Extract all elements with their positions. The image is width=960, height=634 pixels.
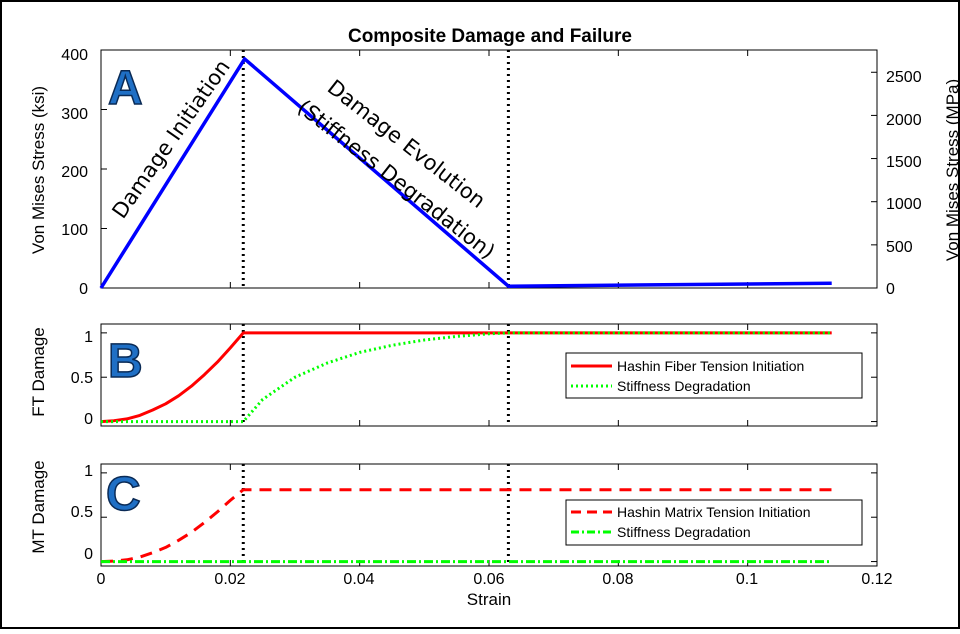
panel-a-ytick-right: 1000 (886, 196, 922, 213)
panel-a-axes (100, 49, 878, 289)
panel-a-lines (99, 50, 832, 289)
figure-title: Composite Damage and Failure (348, 26, 632, 47)
panel-c-ylabel: MT Damage (29, 460, 48, 553)
panel-c-ytick: 0 (84, 546, 93, 563)
panel-a-letter: A (108, 62, 143, 115)
panel-a-ytick-left: 100 (61, 222, 88, 239)
series-line-stiffness-degradation (101, 331, 832, 424)
panel-a-ytick-right: 2500 (886, 69, 922, 86)
panel-c-legend-label: Stiffness Degradation (617, 524, 751, 540)
x-tick: 0.06 (473, 571, 504, 588)
panel-c-legend-label: Hashin Matrix Tension Initiation (617, 504, 811, 520)
panel-a-ytick-left: 400 (61, 47, 88, 64)
panel-b-ylabel: FT Damage (29, 327, 48, 416)
series-line-stress (99, 57, 832, 289)
panel-b-legend-label: Hashin Fiber Tension Initiation (617, 358, 804, 374)
series-line-hashin-fiber-tension-initiation (100, 331, 832, 424)
panel-a-ytick-right: 1500 (886, 154, 922, 171)
x-tick: 0 (97, 571, 106, 588)
panel-c-legend-box (565, 499, 863, 546)
panel-b-ytick: 1 (84, 329, 93, 346)
series-line-hashin-matrix-tension-initiation (100, 488, 832, 564)
panel-b-letter: B (108, 335, 143, 388)
x-tick: 0.04 (343, 571, 374, 588)
panel-c-letter: C (106, 468, 141, 521)
x-axis-label: Strain (467, 590, 511, 609)
panel-c: 0 0.5 1 MT Damage C Hashin Matrix Tensio… (29, 460, 893, 609)
panel-b-ytick: 0 (84, 411, 93, 428)
panel-b-legend-label: Stiffness Degradation (617, 378, 751, 394)
panel-a-ylabel-left: Von Mises Stress (ksi) (29, 86, 48, 254)
x-tick: 0.1 (736, 571, 758, 588)
panel-a-ytick-right: 0 (886, 281, 895, 298)
panel-a-ytick-left: 300 (61, 106, 88, 123)
panel-c-ytick: 0.5 (71, 504, 93, 521)
x-tick: 0.12 (861, 571, 892, 588)
panel-a-ytick-right: 500 (886, 239, 913, 256)
x-tick: 0.02 (214, 571, 245, 588)
panel-c-legend: Hashin Matrix Tension Initiation Stiffne… (565, 499, 863, 546)
panel-a-ytick-left: 200 (61, 164, 88, 181)
panel-b-legend-box (565, 352, 863, 399)
panel-a-ytick-right: 2000 (886, 112, 922, 129)
panel-a-ytick-left: 0 (79, 281, 88, 298)
panel-b-axes (100, 323, 878, 427)
panel-b-ytick: 0.5 (71, 370, 93, 387)
panel-c-ytick: 1 (84, 463, 93, 480)
panel-a-ylabel-right: Von Mises Stress (MPa) (943, 79, 960, 261)
panel-b-lines (100, 324, 832, 426)
panel-c-lines (100, 464, 832, 566)
x-tick: 0.08 (602, 571, 633, 588)
panel-b-legend: Hashin Fiber Tension Initiation Stiffnes… (565, 352, 863, 399)
panel-b: 0 0.5 1 FT Damage B Hashin Fiber Tension… (29, 323, 878, 428)
